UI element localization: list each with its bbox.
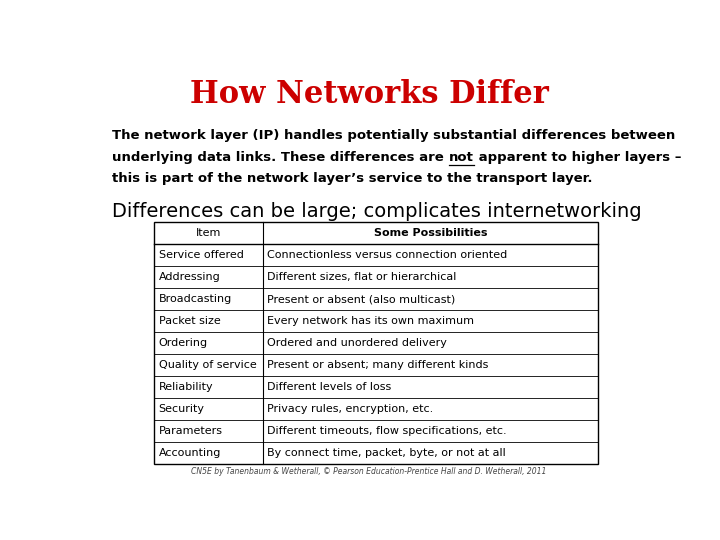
Text: Different timeouts, flow specifications, etc.: Different timeouts, flow specifications,… [267, 426, 507, 436]
Text: Privacy rules, encryption, etc.: Privacy rules, encryption, etc. [267, 404, 433, 414]
Text: apparent to higher layers –: apparent to higher layers – [474, 151, 681, 164]
Text: this is part of the network layer’s service to the transport layer.: this is part of the network layer’s serv… [112, 172, 593, 186]
Text: Present or absent; many different kinds: Present or absent; many different kinds [267, 360, 489, 370]
Text: How Networks Differ: How Networks Differ [189, 79, 549, 110]
Text: Addressing: Addressing [158, 272, 220, 282]
Text: not: not [449, 151, 474, 164]
Text: Differences can be large; complicates internetworking: Differences can be large; complicates in… [112, 202, 642, 221]
Text: Reliability: Reliability [158, 382, 213, 392]
Bar [154, 222, 598, 464]
Text: Service offered: Service offered [158, 251, 243, 260]
Text: Accounting: Accounting [158, 448, 221, 458]
Text: CN5E by Tanenbaum & Wetherall, © Pearson Education-Prentice Hall and D. Wetheral: CN5E by Tanenbaum & Wetherall, © Pearson… [192, 468, 546, 476]
Text: Different sizes, flat or hierarchical: Different sizes, flat or hierarchical [267, 272, 456, 282]
Text: Some Possibilities: Some Possibilities [374, 228, 487, 238]
Text: Item: Item [196, 228, 221, 238]
Text: Parameters: Parameters [158, 426, 222, 436]
Text: Different levels of loss: Different levels of loss [267, 382, 392, 392]
Text: Quality of service: Quality of service [158, 360, 256, 370]
Text: By connect time, packet, byte, or not at all: By connect time, packet, byte, or not at… [267, 448, 506, 458]
Text: Connectionless versus connection oriented: Connectionless versus connection oriente… [267, 251, 508, 260]
Text: underlying data links. These differences are: underlying data links. These differences… [112, 151, 449, 164]
Text: Packet size: Packet size [158, 316, 220, 326]
Text: Present or absent (also multicast): Present or absent (also multicast) [267, 294, 456, 304]
Text: Ordered and unordered delivery: Ordered and unordered delivery [267, 338, 447, 348]
Text: Ordering: Ordering [158, 338, 208, 348]
Text: The network layer (IP) handles potentially substantial differences between: The network layer (IP) handles potential… [112, 129, 675, 142]
Text: Every network has its own maximum: Every network has its own maximum [267, 316, 474, 326]
Text: Security: Security [158, 404, 204, 414]
Text: Broadcasting: Broadcasting [158, 294, 232, 304]
